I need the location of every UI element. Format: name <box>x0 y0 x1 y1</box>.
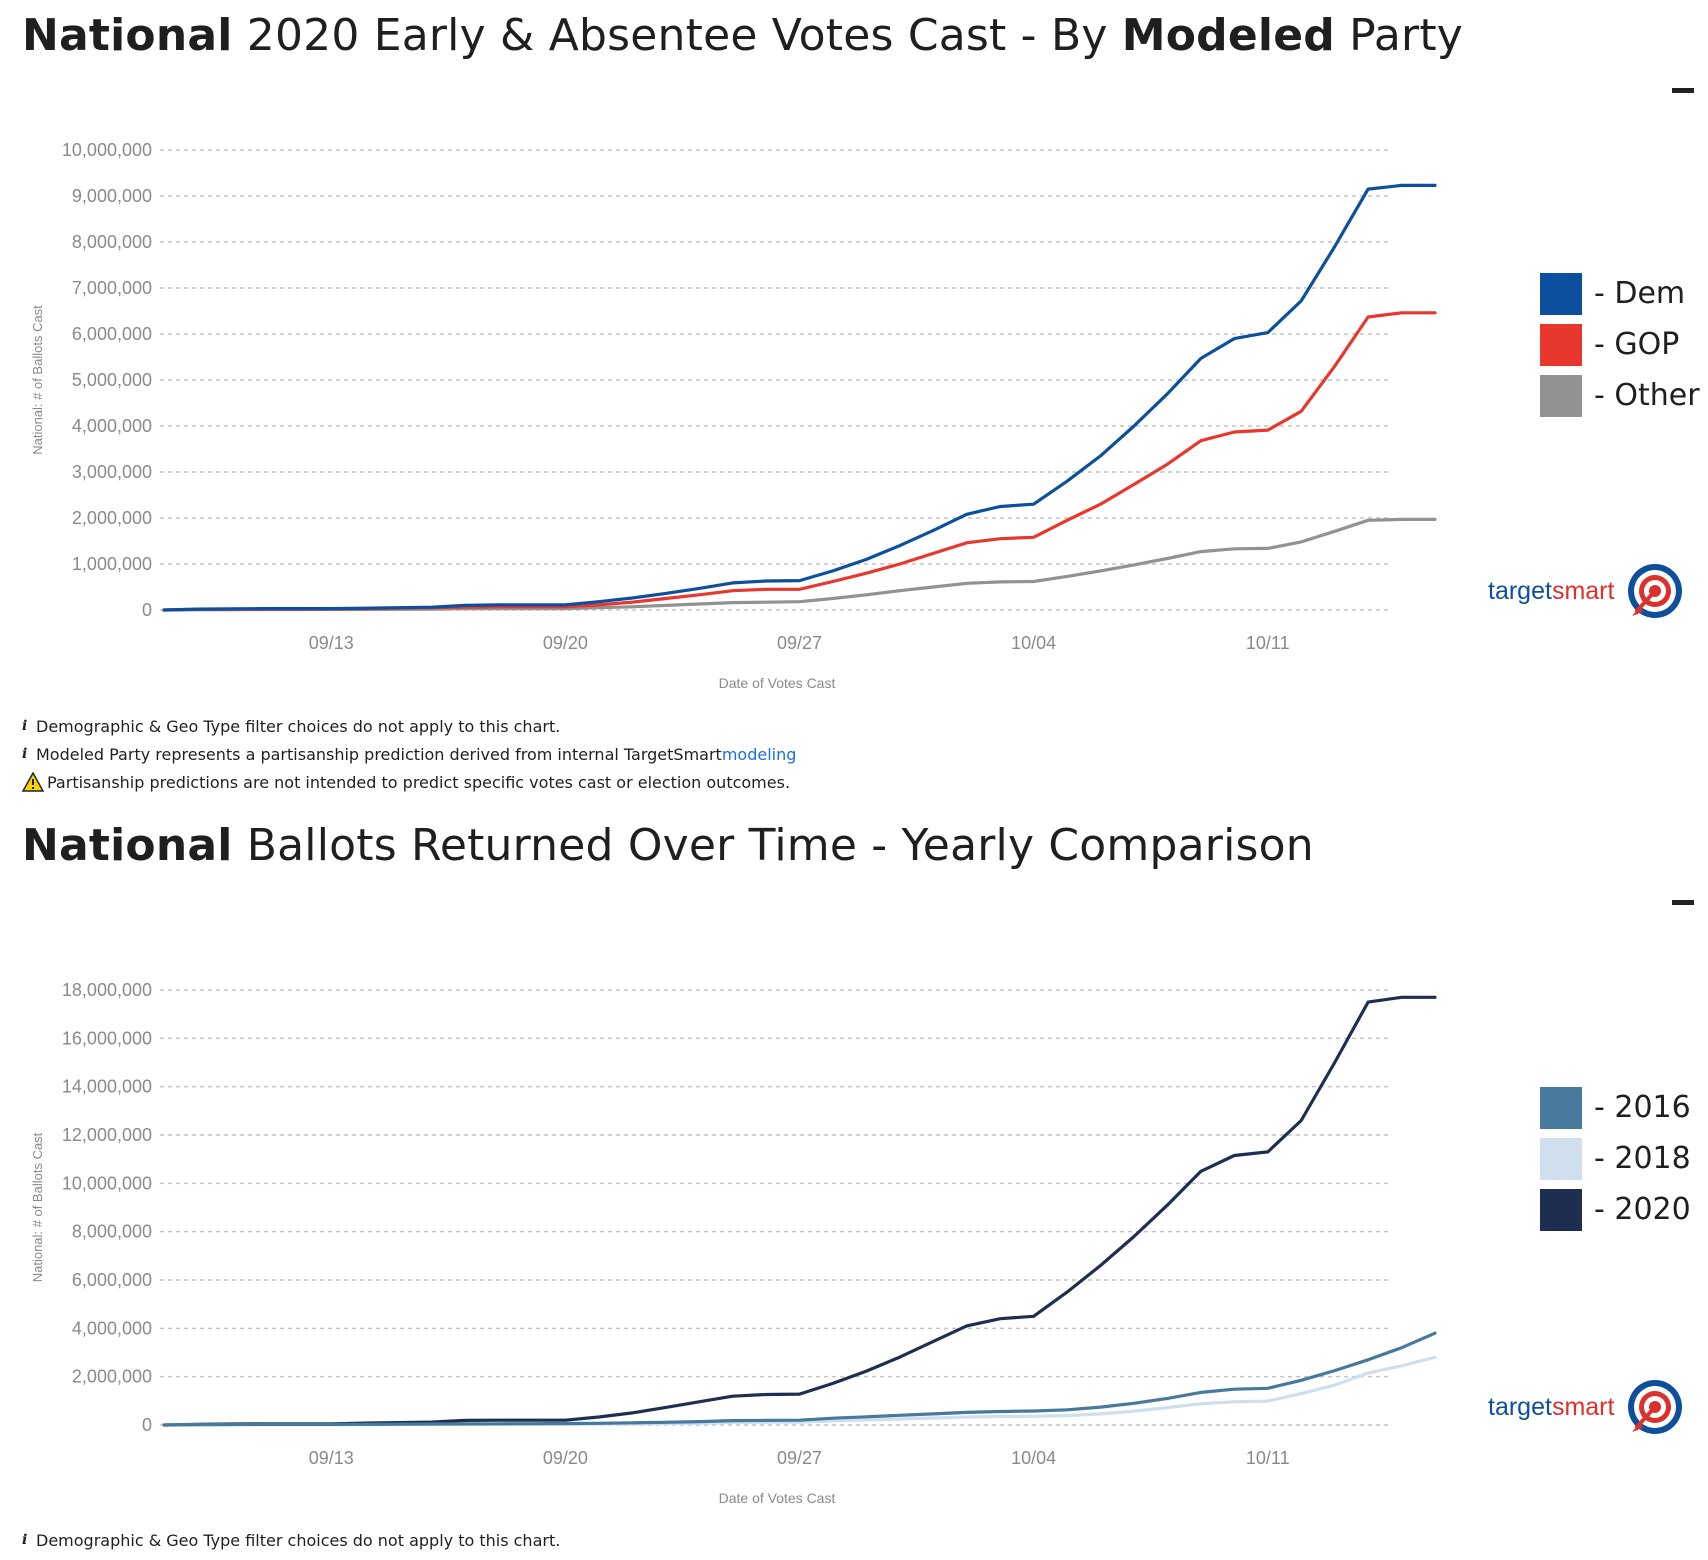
legend-yearly: - 2016 - 2018 - 2020 <box>1540 1082 1691 1235</box>
legend-item-2018[interactable]: - 2018 <box>1540 1133 1691 1184</box>
legend-item-gop[interactable]: - GOP <box>1540 319 1700 370</box>
legend-label-2020: - 2020 <box>1594 1192 1691 1227</box>
y-tick-label: 4,000,000 <box>72 1318 152 1338</box>
note-warning: Partisanship predictions are not intende… <box>22 768 796 796</box>
y-tick-label: 14,000,000 <box>62 1077 152 1097</box>
series-line-2018[interactable] <box>162 1355 1437 1427</box>
legend-swatch-dem <box>1540 272 1582 315</box>
x-tick-label: 09/13 <box>309 1448 354 1468</box>
x-tick-label: 09/13 <box>309 633 354 653</box>
y-tick-label: 16,000,000 <box>62 1028 152 1048</box>
line-chart-party: 0 1,000,000 2,000,000 3,000,000 4,000,000 5,0… <box>30 140 1437 691</box>
y-tick-label: 8,000,000 <box>72 232 152 252</box>
x-tick-label: 09/20 <box>543 1448 588 1468</box>
y-tick-label: 2,000,000 <box>72 1367 152 1387</box>
modeling-link[interactable]: modeling <box>721 744 797 764</box>
chart-title-yearly: National Ballots Returned Over Time - Ye… <box>22 820 1314 871</box>
info-icon: i <box>22 746 28 762</box>
x-tick-label: 09/27 <box>777 633 822 653</box>
series-line-dem[interactable] <box>162 183 1437 612</box>
y-axis-title: National: # of Ballots Cast <box>30 305 45 455</box>
chart-section-yearly: National Ballots Returned Over Time - Ye… <box>0 810 1708 1560</box>
note-filter: i Demographic & Geo Type filter choices … <box>22 1530 561 1550</box>
y-tick-label: 4,000,000 <box>72 416 152 436</box>
x-tick-label: 10/04 <box>1011 1448 1056 1468</box>
legend-item-other[interactable]: - Other <box>1540 370 1700 421</box>
note-modeled: i Modeled Party represents a partisanshi… <box>22 744 797 764</box>
y-tick-label: 18,000,000 <box>62 980 152 1000</box>
x-tick-label: 09/27 <box>777 1448 822 1468</box>
minus-icon[interactable] <box>1672 900 1694 905</box>
y-tick-label: 10,000,000 <box>62 1173 152 1193</box>
legend-swatch-2016 <box>1540 1086 1582 1129</box>
legend-label-other: - Other <box>1594 378 1700 413</box>
chart-notes-party: i Demographic & Geo Type filter choices … <box>22 712 796 796</box>
minus-icon[interactable] <box>1672 88 1694 93</box>
y-tick-label: 3,000,000 <box>72 462 152 482</box>
note-filter: i Demographic & Geo Type filter choices … <box>22 716 561 736</box>
legend-label-2018: - 2018 <box>1594 1141 1691 1176</box>
x-tick-label: 10/11 <box>1246 1448 1290 1468</box>
y-tick-label: 0 <box>142 1415 152 1435</box>
target-logo-icon <box>1628 1380 1683 1434</box>
y-tick-label: 6,000,000 <box>72 1270 152 1290</box>
info-icon: i <box>22 1532 28 1548</box>
x-tick-label: 09/20 <box>543 633 588 653</box>
y-tick-label: 10,000,000 <box>62 140 152 160</box>
chart-title-party: National 2020 Early & Absentee Votes Cas… <box>22 10 1464 61</box>
legend-swatch-2018 <box>1540 1137 1582 1180</box>
y-axis-title: National: # of Ballots Cast <box>30 1132 45 1282</box>
line-chart-yearly: 0 2,000,000 4,000,000 6,000,000 8,000,000 10,… <box>30 980 1437 1506</box>
target-logo-icon <box>1628 564 1683 618</box>
y-tick-label: 8,000,000 <box>72 1222 152 1242</box>
legend-party: - Dem - GOP - Other <box>1540 268 1700 421</box>
y-tick-label: 6,000,000 <box>72 324 152 344</box>
logo-text: targetsmart <box>1488 1392 1615 1421</box>
x-tick-label: 10/11 <box>1246 633 1290 653</box>
legend-label-2016: - 2016 <box>1594 1090 1691 1125</box>
chart-notes-yearly: i Demographic & Geo Type filter choices … <box>22 1526 560 1554</box>
legend-swatch-gop <box>1540 323 1582 366</box>
chart-section-party: National 2020 Early & Absentee Votes Cas… <box>22 10 1700 796</box>
y-tick-label: 0 <box>142 600 152 620</box>
series-line-2016[interactable] <box>162 1331 1437 1427</box>
info-icon: i <box>22 718 28 734</box>
y-tick-label: 2,000,000 <box>72 508 152 528</box>
legend-item-dem[interactable]: - Dem <box>1540 268 1700 319</box>
y-tick-label: 7,000,000 <box>72 278 152 298</box>
y-tick-label: 1,000,000 <box>72 554 152 574</box>
series-line-gop[interactable] <box>162 311 1437 612</box>
warning-icon <box>22 772 44 792</box>
legend-label-dem: - Dem <box>1594 276 1686 311</box>
y-tick-label: 9,000,000 <box>72 186 152 206</box>
x-axis-title: Date of Votes Cast <box>719 675 836 691</box>
legend-swatch-2020 <box>1540 1188 1582 1231</box>
legend-item-2020[interactable]: - 2020 <box>1540 1184 1691 1235</box>
y-tick-label: 5,000,000 <box>72 370 152 390</box>
legend-label-gop: - GOP <box>1594 327 1680 362</box>
targetsmart-logo[interactable]: targetsmart <box>1488 562 1684 620</box>
x-axis-title: Date of Votes Cast <box>719 1490 836 1506</box>
y-tick-label: 12,000,000 <box>62 1125 152 1145</box>
series-line-2020[interactable] <box>162 995 1437 1427</box>
targetsmart-logo[interactable]: targetsmart <box>1488 1378 1684 1436</box>
legend-swatch-other <box>1540 374 1582 417</box>
legend-item-2016[interactable]: - 2016 <box>1540 1082 1691 1133</box>
x-tick-label: 10/04 <box>1011 633 1056 653</box>
logo-text: targetsmart <box>1488 576 1615 605</box>
